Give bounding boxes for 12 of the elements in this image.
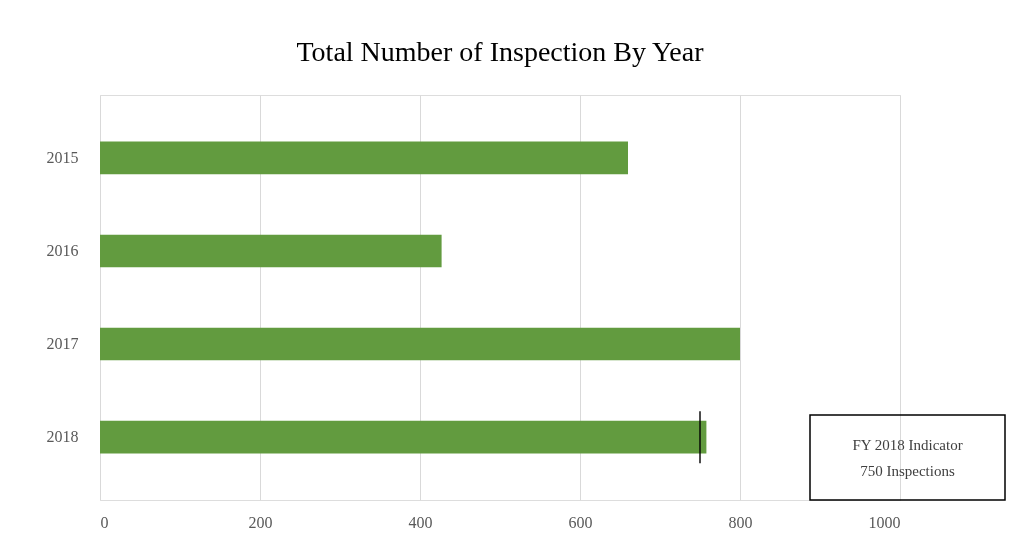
x-tick-label: 400 <box>408 513 433 531</box>
y-tick-label: 2015 <box>46 148 79 166</box>
y-tick-label: 2016 <box>46 241 79 259</box>
chart-title: Total Number of Inspection By Year <box>296 36 705 67</box>
x-tick-label: 600 <box>568 513 593 531</box>
annotation: FY 2018 Indicator 750 Inspections <box>852 437 963 479</box>
x-tick-label: 1000 <box>868 513 901 531</box>
x-tick-label: 0 <box>100 513 109 531</box>
x-tick-label: 200 <box>248 513 273 531</box>
y-tick-label: 2018 <box>46 428 79 446</box>
y-tick-label: 2017 <box>46 335 79 353</box>
x-tick-label: 800 <box>728 513 753 531</box>
